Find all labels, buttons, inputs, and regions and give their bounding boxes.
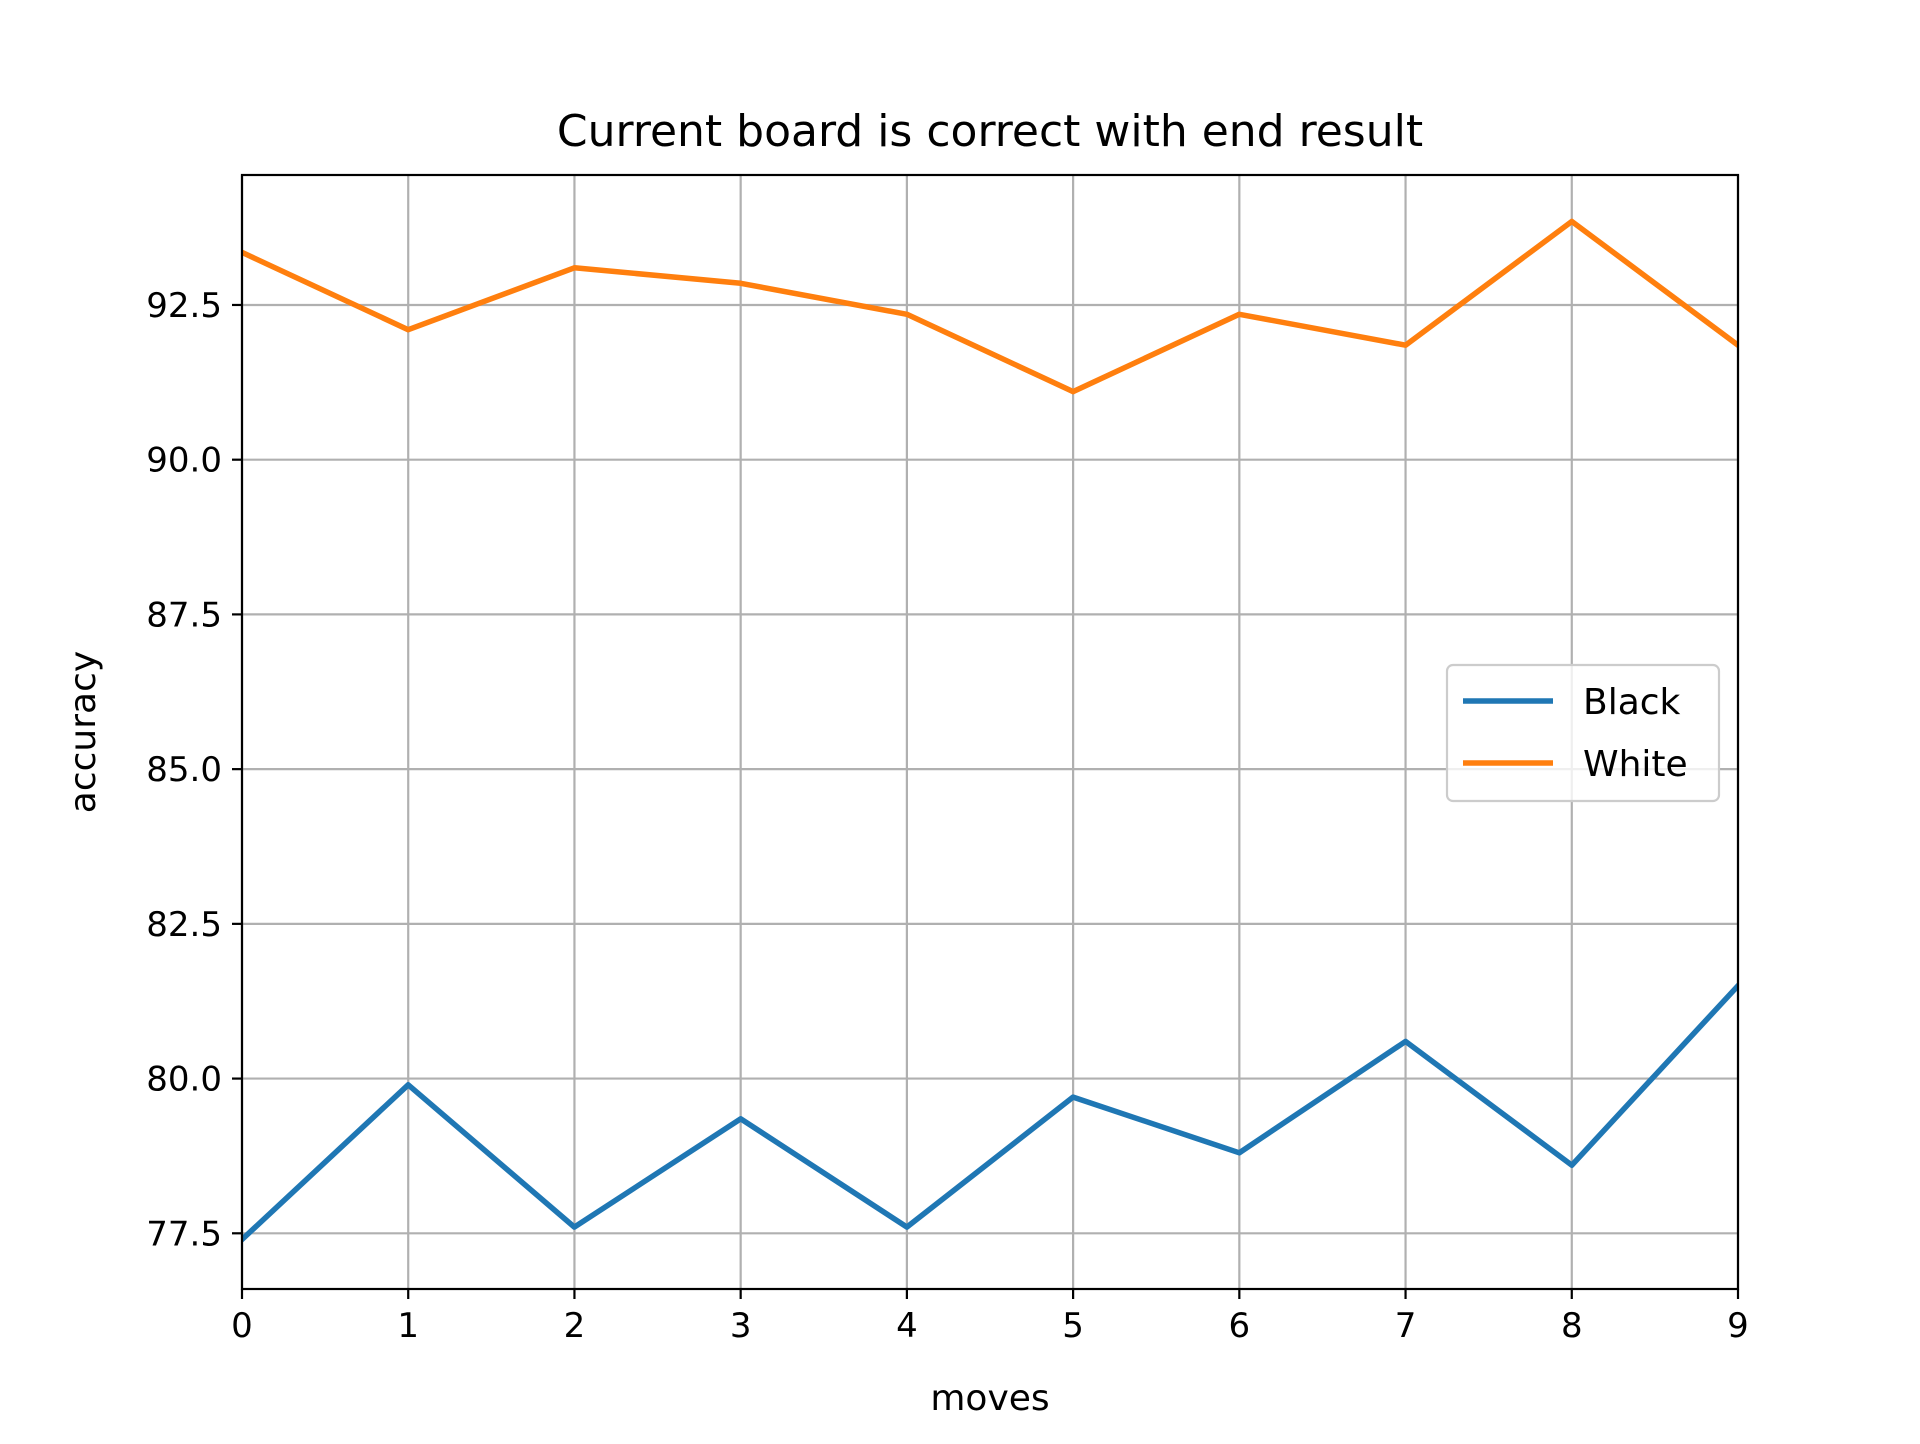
y-tick-label: 90.0 bbox=[146, 441, 222, 481]
x-tick-label: 3 bbox=[730, 1306, 752, 1346]
legend: Black White bbox=[1447, 665, 1719, 801]
y-tick-label: 80.0 bbox=[146, 1060, 222, 1100]
y-tick-label: 85.0 bbox=[146, 750, 222, 790]
x-tick-label: 6 bbox=[1229, 1306, 1251, 1346]
y-tick-label: 82.5 bbox=[146, 905, 222, 945]
x-tick-label: 1 bbox=[397, 1306, 419, 1346]
y-axis-label: accuracy bbox=[63, 651, 104, 813]
x-tick-label: 4 bbox=[896, 1306, 918, 1346]
chart-title: Current board is correct with end result bbox=[557, 106, 1423, 157]
y-tick-label: 92.5 bbox=[146, 286, 222, 326]
legend-label-white: White bbox=[1583, 744, 1688, 785]
legend-label-black: Black bbox=[1583, 682, 1681, 723]
x-axis-label: moves bbox=[930, 1378, 1049, 1419]
y-tick-label: 87.5 bbox=[146, 595, 222, 635]
y-tick-label: 77.5 bbox=[146, 1214, 222, 1254]
x-tick-label: 8 bbox=[1561, 1306, 1583, 1346]
x-tick-label: 7 bbox=[1395, 1306, 1417, 1346]
x-tick-label: 5 bbox=[1062, 1306, 1084, 1346]
x-tick-label: 0 bbox=[231, 1306, 253, 1346]
x-tick-label: 2 bbox=[564, 1306, 586, 1346]
x-tick-label: 9 bbox=[1727, 1306, 1749, 1346]
